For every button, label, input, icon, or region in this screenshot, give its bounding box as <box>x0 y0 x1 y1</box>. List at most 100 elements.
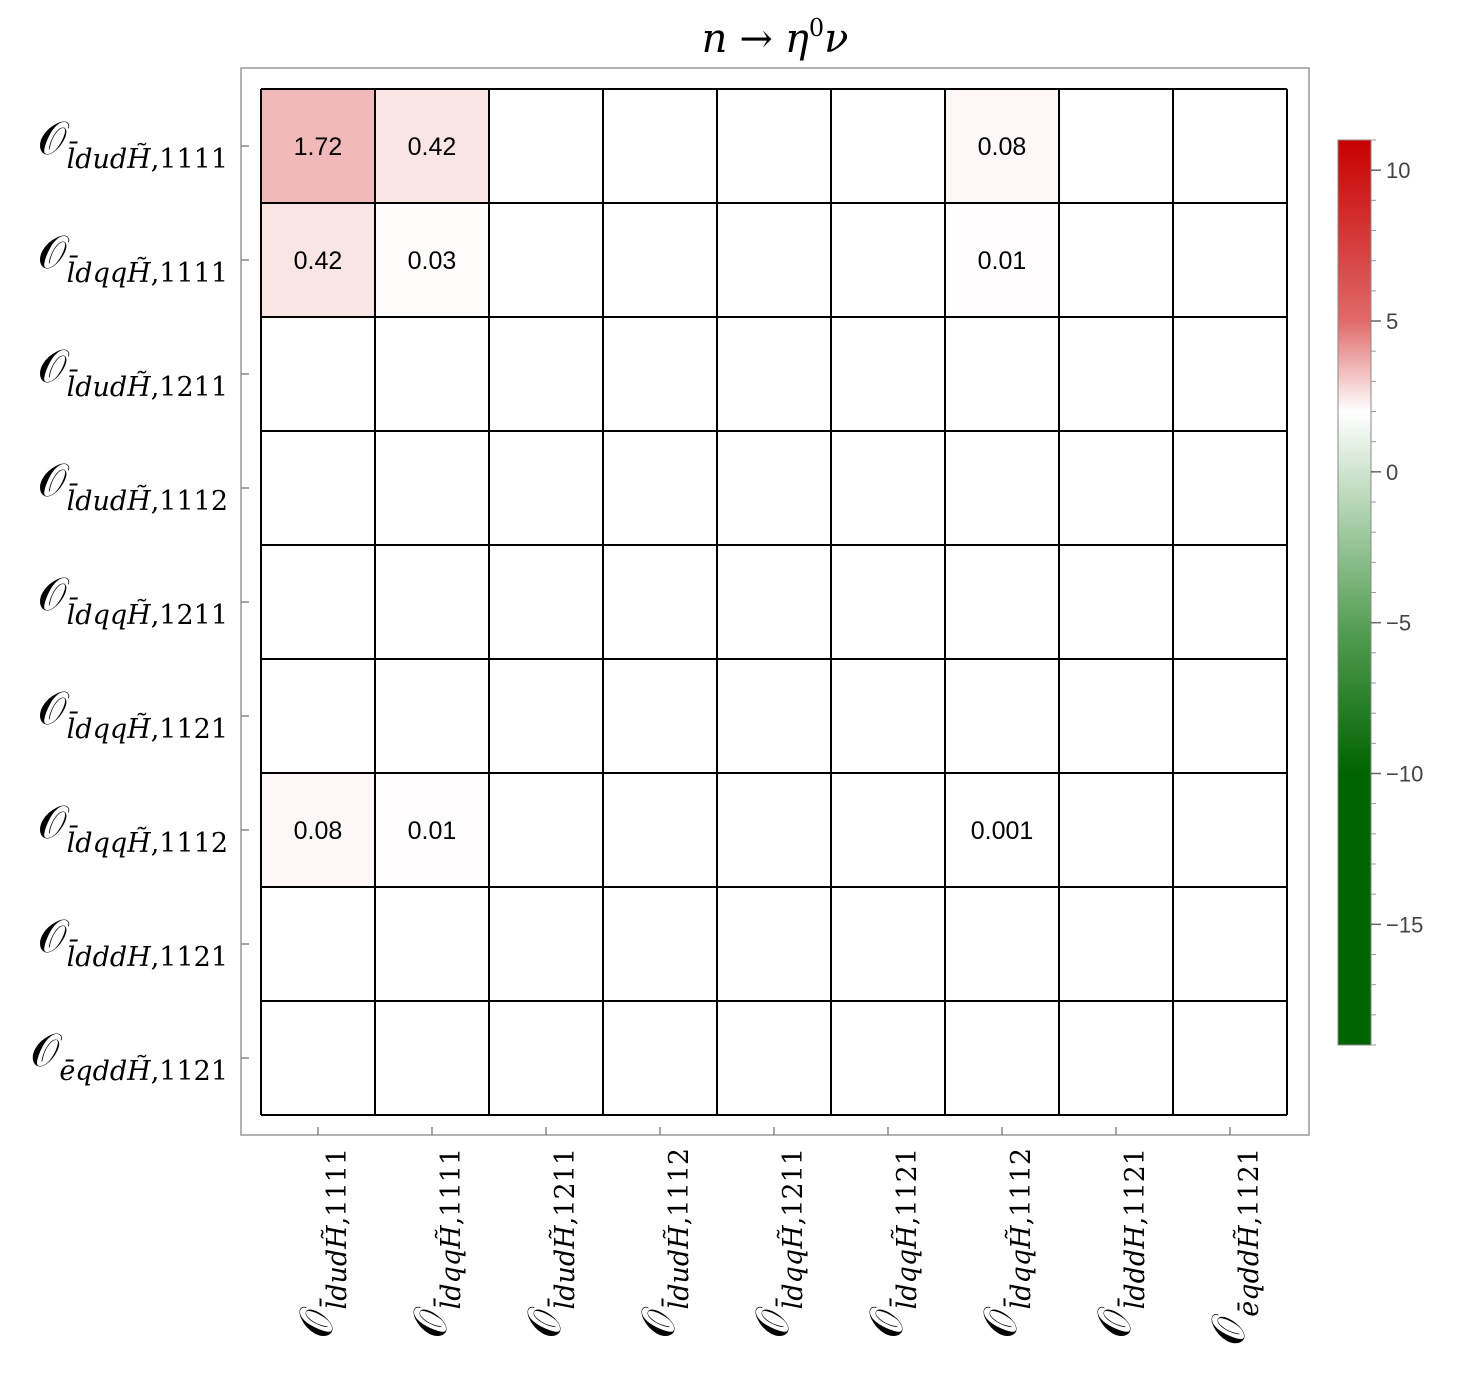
operator-subscript: l̄dddH <box>67 938 151 973</box>
operator-subscript: l̄dudH̃ <box>546 1225 581 1310</box>
operator-symbol: 𝒪 <box>38 567 70 621</box>
cell-value-label: 0.42 <box>294 247 343 275</box>
operator-symbol: 𝒪 <box>38 681 70 735</box>
operator-index: ,1211 <box>778 1148 809 1225</box>
title-arrow: → <box>739 16 773 62</box>
colorbar-tick-label: −5 <box>1386 611 1411 636</box>
operator-index: ,1121 <box>151 714 228 745</box>
column-label-group: 𝒪l̄dudH̃,1211 <box>517 1148 581 1338</box>
operator-symbol: 𝒪 <box>403 1306 457 1338</box>
operator-subscript: l̄dqqH̃ <box>1002 1225 1037 1309</box>
operator-symbol: 𝒪 <box>38 795 70 849</box>
heatmap-cell-0-0 <box>261 89 375 203</box>
svg-text:n→η0ν: n → η0ν <box>702 14 849 62</box>
operator-symbol: 𝒪 <box>289 1306 343 1338</box>
colorbar-tick-label: 10 <box>1386 158 1410 183</box>
row-label: 𝒪l̄dqqH̃,1121 <box>38 681 228 745</box>
column-label-group: 𝒪l̄dqqH̃,1111 <box>403 1148 467 1338</box>
column-label-group: 𝒪l̄dqqH̃,1112 <box>973 1148 1037 1338</box>
chart-title: n → η0ν <box>702 14 849 62</box>
operator-index: ,1112 <box>151 828 228 859</box>
column-label-group: 𝒪l̄dqqH̃,1121 <box>859 1148 923 1338</box>
operator-index: ,1121 <box>892 1148 923 1225</box>
column-label-group: 𝒪l̄dudH̃,1112 <box>631 1148 695 1338</box>
operator-subscript: l̄dqqH̃ <box>67 596 151 631</box>
operator-symbol: 𝒪 <box>38 225 70 279</box>
operator-subscript: l̄dqqH̃ <box>67 710 151 745</box>
cell-value-label: 1.72 <box>294 133 343 161</box>
operator-symbol: 𝒪 <box>38 111 70 165</box>
cell-value-label: 0.03 <box>408 247 457 275</box>
operator-index: ,1112 <box>151 486 228 517</box>
title-particle: η <box>785 16 809 62</box>
row-label: 𝒪l̄dqqH̃,1211 <box>38 567 228 631</box>
operator-subscript: l̄dqqH̃ <box>67 824 151 859</box>
column-label: 𝒪l̄dqqH̃,1111 <box>403 1148 467 1338</box>
operator-subscript: l̄dqqH̃ <box>67 254 151 289</box>
operator-subscript: l̄dudH̃ <box>67 368 152 403</box>
column-label-group: 𝒪l̄dudH̃,1111 <box>289 1148 353 1338</box>
operator-symbol: 𝒪 <box>517 1306 571 1338</box>
matrix-cells: 1.72 0.42 0.08 0.42 0.03 0.01 0.08 0.01 0.001 <box>260 88 1288 1116</box>
operator-subscript: l̄dudH̃ <box>318 1225 353 1310</box>
operator-index: ,1111 <box>436 1148 467 1225</box>
operator-subscript: ēqddH̃ <box>1232 1225 1265 1317</box>
operator-subscript: l̄dddH <box>1116 1225 1151 1309</box>
cell-value-label: 0.001 <box>971 817 1034 845</box>
column-label: 𝒪l̄dudH̃,1112 <box>631 1148 695 1338</box>
heatmap-cell-1-0 <box>261 203 375 317</box>
operator-index: ,1211 <box>151 600 228 631</box>
operator-symbol: 𝒪 <box>631 1306 685 1338</box>
operator-symbol: 𝒪 <box>30 1023 62 1077</box>
column-label: 𝒪l̄dudH̃,1211 <box>517 1148 581 1338</box>
colorbar-gradient <box>1337 139 1372 1046</box>
operator-symbol: 𝒪 <box>859 1306 913 1338</box>
cell-value-label: 0.42 <box>408 133 457 161</box>
operator-subscript: l̄dqqH̃ <box>432 1225 467 1309</box>
operator-symbol: 𝒪 <box>1201 1314 1255 1346</box>
row-label: 𝒪l̄dddH,1121 <box>38 909 228 973</box>
operator-index: ,1211 <box>550 1148 581 1225</box>
operator-symbol: 𝒪 <box>973 1306 1027 1338</box>
colorbar-ticks: 10 5 0 −5 −10 −15 <box>1371 139 1423 1046</box>
operator-index: ,1111 <box>151 258 228 289</box>
operator-symbol: 𝒪 <box>38 453 70 507</box>
column-label-group: 𝒪l̄dddH,1121 <box>1087 1148 1151 1338</box>
operator-subscript: l̄dudH̃ <box>660 1225 695 1310</box>
operator-subscript: ēqddH̃ <box>59 1054 151 1087</box>
colorbar-tick-label: 5 <box>1386 309 1398 334</box>
cell-value-label: 0.01 <box>408 817 457 845</box>
colorbar-tick-label: −15 <box>1386 912 1423 937</box>
operator-subscript: l̄dqqH̃ <box>774 1225 809 1309</box>
column-label: 𝒪l̄dqqH̃,1121 <box>859 1148 923 1338</box>
heatmap-cell-1-6 <box>945 203 1059 317</box>
operator-index: ,1121 <box>1234 1148 1265 1225</box>
column-label: 𝒪l̄dudH̃,1111 <box>289 1148 353 1338</box>
cell-value-label: 0.08 <box>978 133 1027 161</box>
operator-index: ,1121 <box>151 1056 228 1087</box>
colorbar-tick-label: −10 <box>1386 762 1423 787</box>
heatmap-cell-6-6 <box>945 773 1059 887</box>
row-label: 𝒪ēqddH̃,1121 <box>30 1023 228 1087</box>
operator-index: ,1112 <box>664 1148 695 1225</box>
operator-index: ,1121 <box>1120 1148 1151 1225</box>
operator-index: ,1211 <box>151 372 228 403</box>
cell-value-label: 0.08 <box>294 817 343 845</box>
title-lhs: n <box>702 16 728 62</box>
row-labels: 𝒪l̄dudH̃,1111𝒪l̄dqqH̃,1111𝒪l̄dudH̃,1211𝒪… <box>30 111 228 1087</box>
operator-subscript: l̄dqqH̃ <box>888 1225 923 1309</box>
heatmap-cell-0-6 <box>945 89 1059 203</box>
operator-subscript: l̄dudH̃ <box>67 140 152 175</box>
column-label: 𝒪ēqddH̃,1121 <box>1201 1148 1265 1346</box>
colorbar-tick-label: 0 <box>1386 460 1398 485</box>
operator-index: ,1111 <box>151 144 228 175</box>
row-label: 𝒪l̄dudH̃,1111 <box>38 111 228 175</box>
operator-symbol: 𝒪 <box>38 339 70 393</box>
heatmap-cell-0-1 <box>375 89 489 203</box>
heatmap-cell-6-0 <box>261 773 375 887</box>
row-label: 𝒪l̄dqqH̃,1112 <box>38 795 228 859</box>
column-label: 𝒪l̄dqqH̃,1211 <box>745 1148 809 1338</box>
column-label: 𝒪l̄dddH,1121 <box>1087 1148 1151 1338</box>
operator-symbol: 𝒪 <box>38 909 70 963</box>
